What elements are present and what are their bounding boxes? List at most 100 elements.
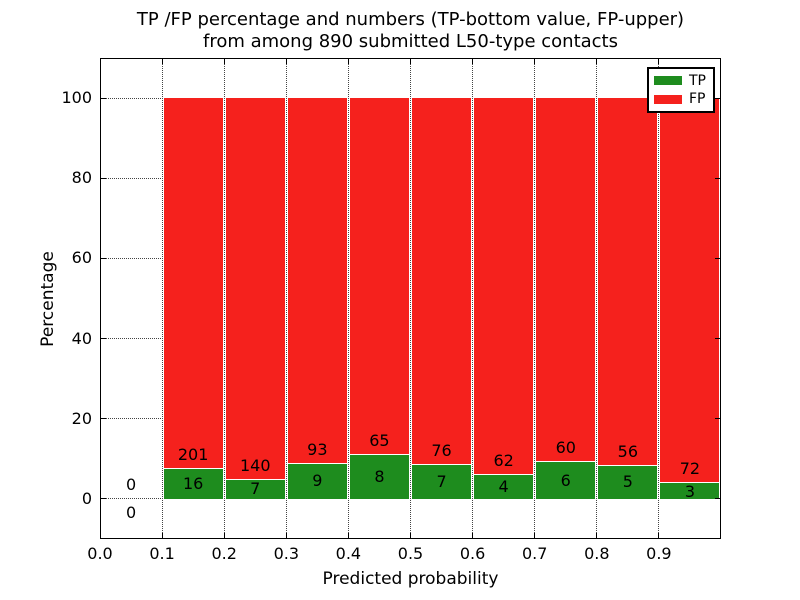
x-tick-label: 0.5 bbox=[397, 544, 424, 563]
y-tick-label: 60 bbox=[71, 248, 92, 268]
tp-count-label: 16 bbox=[182, 474, 204, 494]
fp-count-label: 65 bbox=[369, 430, 390, 450]
y-tick-right bbox=[715, 257, 720, 259]
bar-segment-tp bbox=[349, 454, 409, 499]
x-tick bbox=[596, 533, 598, 538]
x-tick-top bbox=[472, 59, 474, 64]
plot-spines bbox=[100, 58, 721, 539]
bar-segment-tp bbox=[660, 482, 720, 499]
chart-title: TP /FP percentage and numbers (TP-bottom… bbox=[100, 9, 721, 53]
chart-title-line1: TP /FP percentage and numbers (TP-bottom… bbox=[136, 9, 685, 30]
y-tick bbox=[101, 257, 106, 259]
fp-count-label: 72 bbox=[679, 458, 701, 478]
x-gridline bbox=[410, 58, 411, 539]
x-tick bbox=[161, 533, 163, 538]
x-gridline bbox=[161, 58, 163, 539]
bar-segment-fp bbox=[598, 98, 658, 467]
bar-segment-fp bbox=[536, 98, 596, 463]
fp-count-label: 56 bbox=[617, 442, 639, 462]
fp-count-label: 62 bbox=[493, 450, 514, 470]
tp-legend-label: TP bbox=[689, 72, 706, 89]
x-gridline bbox=[658, 58, 660, 539]
tp-count-label: 7 bbox=[250, 479, 261, 499]
y-tick-label: 20 bbox=[71, 408, 92, 428]
x-tick-top bbox=[347, 59, 349, 64]
x-tick-label: 0.0 bbox=[87, 544, 113, 563]
x-tick bbox=[658, 533, 660, 538]
x-tick-label: 0.1 bbox=[149, 544, 175, 563]
y-tick-label: 80 bbox=[71, 168, 92, 188]
fp-count-label: 201 bbox=[177, 445, 209, 465]
bar-segment-tp bbox=[474, 474, 534, 499]
chart-title-line2: from among 890 submitted L50-type contac… bbox=[202, 31, 618, 52]
fp-count-label: 140 bbox=[239, 455, 271, 475]
x-tick bbox=[410, 533, 411, 538]
x-gridline bbox=[534, 58, 536, 539]
fp-count-label: 93 bbox=[307, 439, 328, 459]
y-tick-label: 0 bbox=[81, 488, 92, 508]
x-tick-top bbox=[410, 59, 411, 64]
x-tick bbox=[472, 533, 474, 538]
tp-count-label: 8 bbox=[374, 466, 385, 486]
tp-count-label: 4 bbox=[498, 476, 509, 496]
x-axis-label: Predicted probability bbox=[322, 569, 499, 589]
bar-segment-fp bbox=[163, 98, 223, 470]
legend-entry-tp: TP bbox=[654, 74, 713, 88]
x-tick-label: 0.2 bbox=[211, 544, 237, 563]
bar-segment-fp bbox=[660, 98, 720, 483]
x-tick-top bbox=[534, 59, 536, 64]
bar-segment-tp bbox=[225, 479, 285, 499]
x-tick-top bbox=[658, 59, 660, 64]
y-tick-label: 40 bbox=[71, 328, 92, 348]
tp-count-label: 0 bbox=[125, 502, 137, 522]
y-tick-right bbox=[715, 498, 720, 500]
x-tick-top bbox=[285, 59, 287, 64]
bar-segment-tp bbox=[412, 465, 472, 499]
x-gridline bbox=[285, 58, 287, 539]
x-gridline bbox=[223, 58, 225, 539]
bar-segment-fp bbox=[412, 98, 472, 466]
tp-count-label: 9 bbox=[312, 471, 323, 491]
tp-count-label: 3 bbox=[684, 481, 696, 501]
bar-segment-tp bbox=[287, 463, 347, 499]
legend-entry-fp: FP bbox=[654, 92, 713, 106]
y-tick bbox=[101, 338, 106, 340]
y-tick-right bbox=[715, 418, 720, 420]
y-tick-right bbox=[715, 177, 720, 179]
x-gridline bbox=[596, 58, 598, 539]
x-tick bbox=[534, 533, 536, 538]
fp-legend-label: FP bbox=[689, 91, 706, 108]
tp-color-swatch bbox=[654, 76, 682, 86]
bar-segment-fp bbox=[287, 98, 347, 464]
y-tick-label: 100 bbox=[61, 88, 92, 108]
x-tick-label: 0.7 bbox=[521, 544, 548, 563]
legend: TP FP bbox=[647, 67, 715, 113]
x-tick-top bbox=[161, 59, 163, 64]
bar-segment-fp bbox=[474, 98, 534, 475]
x-tick bbox=[285, 533, 287, 538]
tp-count-label: 7 bbox=[436, 472, 447, 491]
bar-segment-tp bbox=[598, 466, 658, 499]
x-gridline bbox=[347, 58, 349, 539]
x-tick-top bbox=[223, 59, 225, 64]
x-tick-top bbox=[596, 59, 598, 64]
y-tick bbox=[101, 177, 106, 179]
x-tick-label: 0.3 bbox=[273, 544, 300, 563]
fp-count-label: 76 bbox=[431, 441, 452, 461]
y-tick-right bbox=[715, 338, 720, 340]
y-tick bbox=[101, 418, 106, 420]
bar-segment-fp bbox=[349, 98, 409, 455]
x-gridline bbox=[472, 58, 474, 539]
x-tick-label: 0.4 bbox=[335, 544, 362, 563]
tp-count-label: 6 bbox=[560, 470, 571, 490]
x-tick-label: 0.9 bbox=[646, 544, 672, 563]
y-tick bbox=[101, 498, 106, 500]
fp-count-label: 0 bbox=[125, 474, 137, 494]
fp-count-label: 60 bbox=[555, 438, 576, 458]
y-tick bbox=[101, 97, 106, 99]
x-tick-label: 0.8 bbox=[584, 544, 610, 563]
tp-count-label: 5 bbox=[622, 472, 633, 492]
x-tick bbox=[347, 533, 349, 538]
